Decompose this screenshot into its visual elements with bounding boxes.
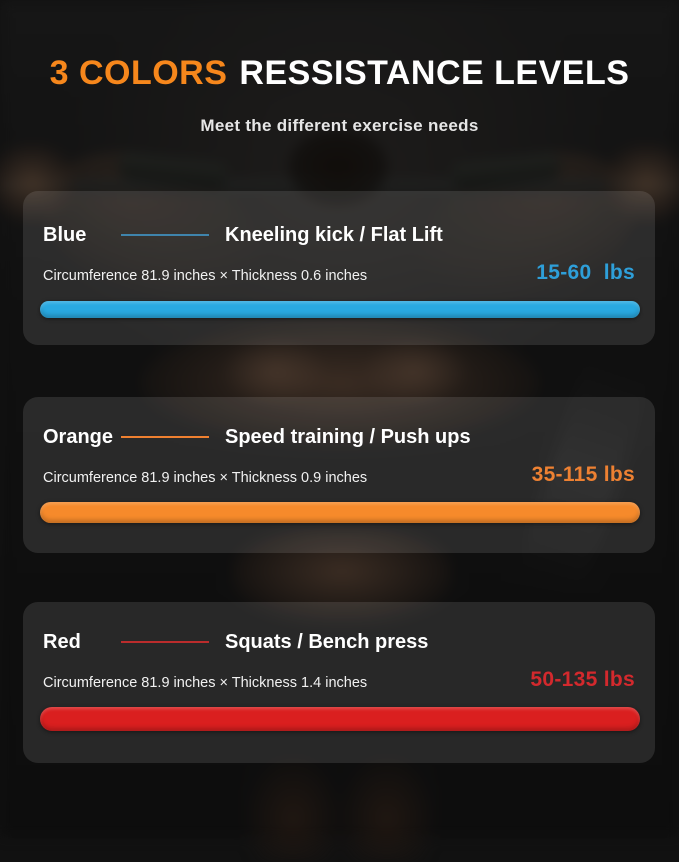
band-spec: Circumference 81.9 inches × Thickness 0.… — [43, 470, 368, 486]
spec-row: Circumference 81.9 inches × Thickness 0.… — [43, 463, 635, 487]
band-exercises: Squats / Bench press — [225, 630, 429, 653]
athlete-chest-silhouette — [140, 318, 540, 448]
header: 3 COLORS RESSISTANCE LEVELS Meet the diff… — [0, 0, 679, 136]
page-title: 3 COLORS RESSISTANCE LEVELS — [0, 0, 679, 93]
page-title-rest: RESSISTANCE LEVELS — [239, 54, 630, 92]
athlete-abs-silhouette — [232, 528, 452, 624]
band-card-orange: Orange Speed training / Push ups Circumf… — [23, 397, 655, 553]
band-bar — [40, 301, 640, 318]
spec-row: Circumference 81.9 inches × Thickness 1.… — [43, 668, 635, 692]
resistance-range: 15-60 lbs — [536, 261, 635, 284]
athlete-left-hand — [0, 142, 78, 224]
athlete-legs-silhouette — [210, 752, 470, 862]
band-header: Orange Speed training / Push ups — [43, 425, 635, 449]
band-exercises: Kneeling kick / Flat Lift — [225, 223, 443, 246]
band-bar — [40, 707, 640, 731]
athlete-right-hand — [601, 142, 679, 224]
athlete-pec-right — [360, 336, 470, 406]
page-title-accent: 3 COLORS — [49, 54, 228, 92]
connector-line — [121, 641, 209, 643]
resistance-range: 35-115 lbs — [531, 463, 635, 486]
band-color-name: Red — [43, 630, 81, 653]
band-spec: Circumference 81.9 inches × Thickness 0.… — [43, 268, 368, 284]
band-header: Blue Kneeling kick / Flat Lift — [43, 223, 635, 247]
connector-line — [121, 436, 209, 438]
band-bar — [40, 502, 640, 523]
band-color-name: Orange — [43, 425, 114, 448]
band-header: Red Squats / Bench press — [43, 630, 635, 654]
resistance-range: 50-135 lbs — [530, 668, 635, 691]
band-color-name: Blue — [43, 223, 87, 246]
band-spec: Circumference 81.9 inches × Thickness 1.… — [43, 675, 368, 691]
connector-line — [121, 234, 209, 236]
athlete-pec-left — [220, 336, 330, 406]
band-card-blue: Blue Kneeling kick / Flat Lift Circumfer… — [23, 191, 655, 345]
band-exercises: Speed training / Push ups — [225, 425, 471, 448]
band-card-red: Red Squats / Bench press Circumference 8… — [23, 602, 655, 763]
athlete-head-silhouette — [288, 128, 388, 206]
spec-row: Circumference 81.9 inches × Thickness 0.… — [43, 261, 635, 285]
page-subtitle: Meet the different exercise needs — [200, 116, 479, 135]
